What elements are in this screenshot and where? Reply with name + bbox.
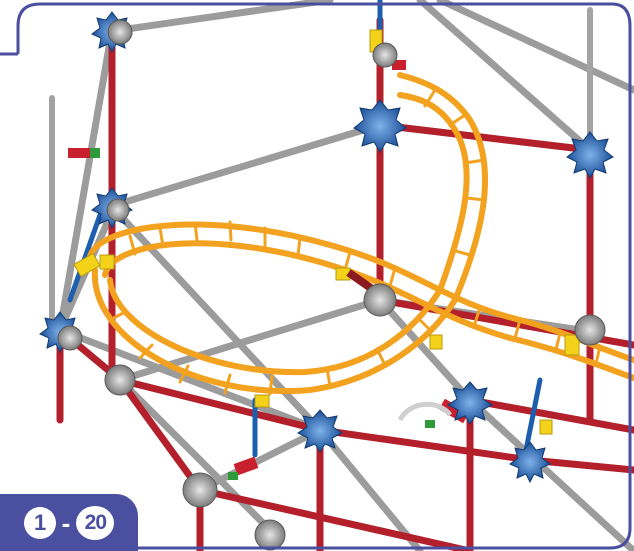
step-number: 20 (76, 505, 115, 540)
yellow-connectors (73, 29, 580, 435)
gray-vertical-rods (49, 7, 593, 333)
step-separator: - (61, 507, 71, 538)
section-number: 1 (23, 506, 56, 539)
red-rods (56, 16, 634, 551)
step-number-badge: 1 - 20 (0, 494, 138, 551)
white-clip (397, 401, 453, 422)
gray-hubs (57, 19, 606, 551)
orange-track (86, 72, 634, 396)
